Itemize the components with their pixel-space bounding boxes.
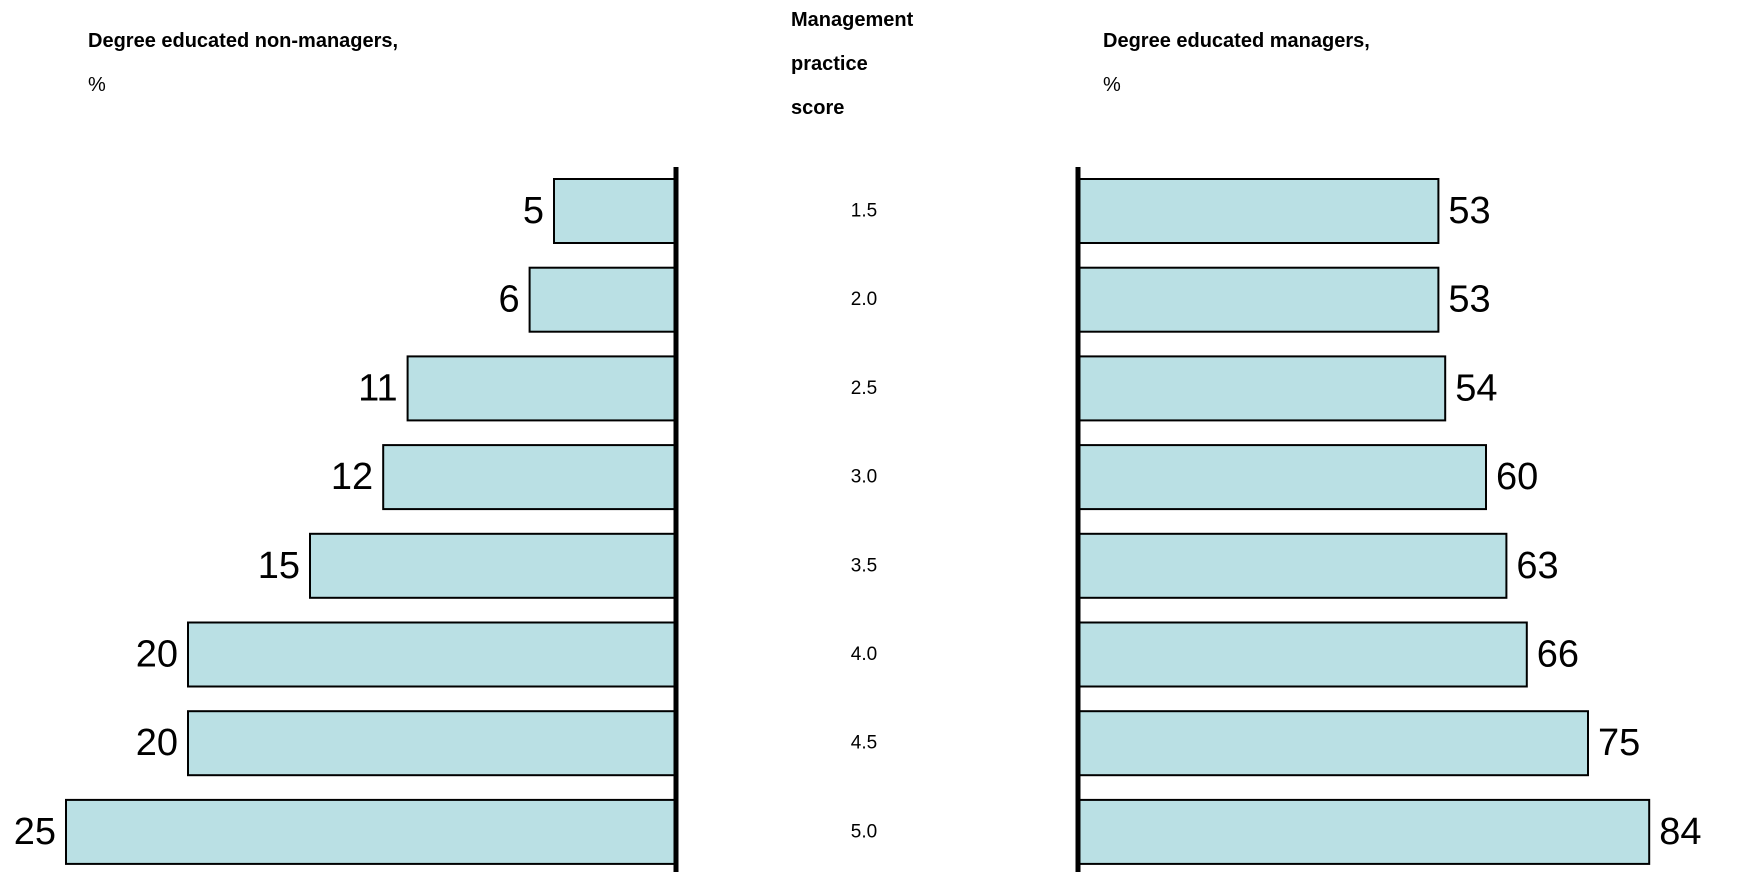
left-bar (382, 444, 677, 511)
right-bar (1077, 621, 1528, 688)
left-bar (553, 178, 677, 244)
category-axis-title-line-1: Management (791, 9, 914, 31)
right-bar-value-label: 53 (1448, 190, 1490, 232)
left-bar-value-label: 20 (136, 634, 178, 676)
right-panel-unit: % (1103, 74, 1121, 96)
right-bar (1077, 178, 1440, 244)
right-bar-value-label: 60 (1496, 456, 1538, 498)
left-bar-value-label: 12 (331, 456, 373, 498)
right-bar (1077, 266, 1440, 333)
right-bar (1077, 710, 1589, 777)
category-tick-label: 3.0 (851, 467, 877, 488)
right-bar (1077, 444, 1487, 511)
right-bar (1077, 355, 1447, 422)
left-bar-value-label: 6 (498, 279, 519, 321)
category-axis-title: Management practice score (791, 0, 913, 130)
right-bar-series: 53 53 54 60 63 66 75 84 (1077, 178, 1701, 865)
left-panel-title: Degree educated non-managers, % (88, 19, 398, 107)
category-tick-label: 4.0 (851, 644, 877, 665)
right-panel-title: Degree educated managers, % (1103, 19, 1370, 107)
right-bar-value-label: 63 (1516, 545, 1558, 587)
category-tick-label: 1.5 (851, 201, 877, 222)
left-bar (406, 355, 677, 422)
right-bar-value-label: 84 (1659, 811, 1701, 853)
left-bar-value-label: 15 (258, 545, 300, 587)
left-bar-value-label: 25 (14, 811, 56, 853)
category-tick-label: 2.0 (851, 289, 877, 310)
right-bar-value-label: 53 (1448, 279, 1490, 321)
right-bar-value-label: 75 (1598, 722, 1640, 764)
left-bar (65, 798, 677, 865)
right-bar (1077, 798, 1651, 865)
category-tick-label: 5.0 (851, 821, 877, 842)
left-bar-series: 5 6 11 12 15 20 20 25 (14, 178, 677, 865)
left-bar (187, 621, 677, 688)
left-bar-value-label: 20 (136, 722, 178, 764)
category-axis-title-line-2: practice (791, 53, 868, 75)
category-axis-title-line-3: score (791, 97, 845, 119)
left-bar (187, 710, 677, 777)
category-tick-label: 2.5 (851, 378, 877, 399)
left-bar (528, 266, 677, 333)
right-panel-title-text: Degree educated managers, (1103, 30, 1370, 52)
category-tick-label: 4.5 (851, 733, 877, 754)
left-bar-value-label: 11 (358, 367, 397, 409)
category-tick-labels: 1.5 2.0 2.5 3.0 3.5 4.0 4.5 5.0 (851, 201, 877, 843)
left-panel-title-text: Degree educated non-managers, (88, 30, 399, 52)
left-bar-value-label: 5 (523, 190, 544, 232)
right-bar-value-label: 66 (1537, 634, 1579, 676)
left-bar (309, 532, 677, 599)
right-bar (1077, 532, 1508, 599)
left-panel-unit: % (88, 74, 106, 96)
right-bar-value-label: 54 (1455, 367, 1497, 409)
category-tick-label: 3.5 (851, 555, 877, 576)
